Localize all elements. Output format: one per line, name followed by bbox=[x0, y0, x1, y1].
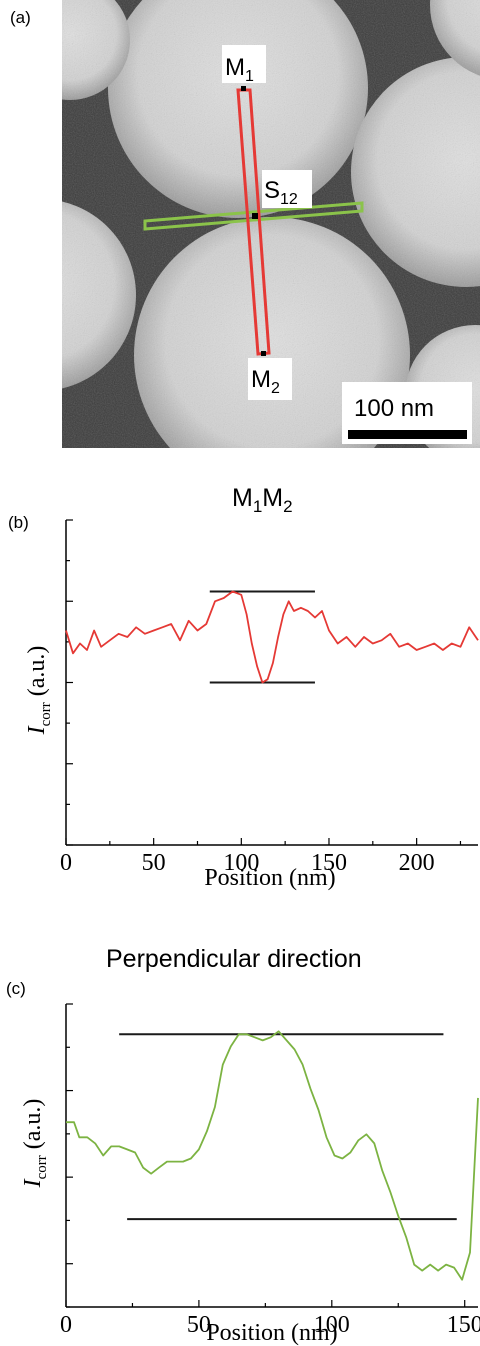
panel-a-label: (a) bbox=[10, 8, 31, 27]
x-tick-label: 0 bbox=[60, 850, 72, 876]
x-tick-label: 50 bbox=[142, 850, 166, 876]
panel-c-label: (c) bbox=[6, 979, 26, 998]
profile-series-line bbox=[65, 590, 479, 684]
chart-c-ylabel: Icorr(a.u.) bbox=[20, 1099, 50, 1189]
scale-bar-label: 100 nm bbox=[354, 395, 434, 422]
x-tick-label: 100 bbox=[223, 850, 259, 876]
x-tick-label: 150 bbox=[311, 850, 347, 876]
marker-s12: S12 bbox=[252, 170, 312, 219]
x-tick-label: 200 bbox=[399, 850, 435, 876]
chart-b: 0 50 100 150 200 bbox=[60, 519, 479, 876]
chart-b-xlabel: Position (nm) bbox=[204, 865, 335, 891]
chart-c: 0 50 100 150 bbox=[60, 1003, 480, 1338]
svg-text:M2: M2 bbox=[251, 366, 280, 397]
scale-bar: 100 nm bbox=[342, 382, 472, 444]
profile-series-line bbox=[66, 1030, 479, 1281]
svg-text:M1: M1 bbox=[225, 54, 254, 85]
panel-b-label: (b) bbox=[8, 513, 29, 532]
x-tick-label: 150 bbox=[447, 1312, 480, 1338]
x-tick-label: 0 bbox=[60, 1312, 72, 1338]
marker-m2: M2 bbox=[248, 351, 292, 400]
chart-b-title: M1M2 bbox=[232, 484, 293, 516]
chart-c-xlabel: Position (nm) bbox=[206, 1320, 337, 1346]
svg-text:S12: S12 bbox=[264, 177, 298, 208]
marker-m1: M1 bbox=[222, 45, 266, 91]
chart-c-title: Perpendicular direction bbox=[106, 945, 362, 973]
x-tick-label: 50 bbox=[187, 1312, 211, 1338]
chart-b-ylabel: Icorr(a.u.) bbox=[24, 646, 54, 736]
x-tick-label: 100 bbox=[314, 1312, 350, 1338]
perpendicular-profile-box bbox=[143, 201, 364, 231]
